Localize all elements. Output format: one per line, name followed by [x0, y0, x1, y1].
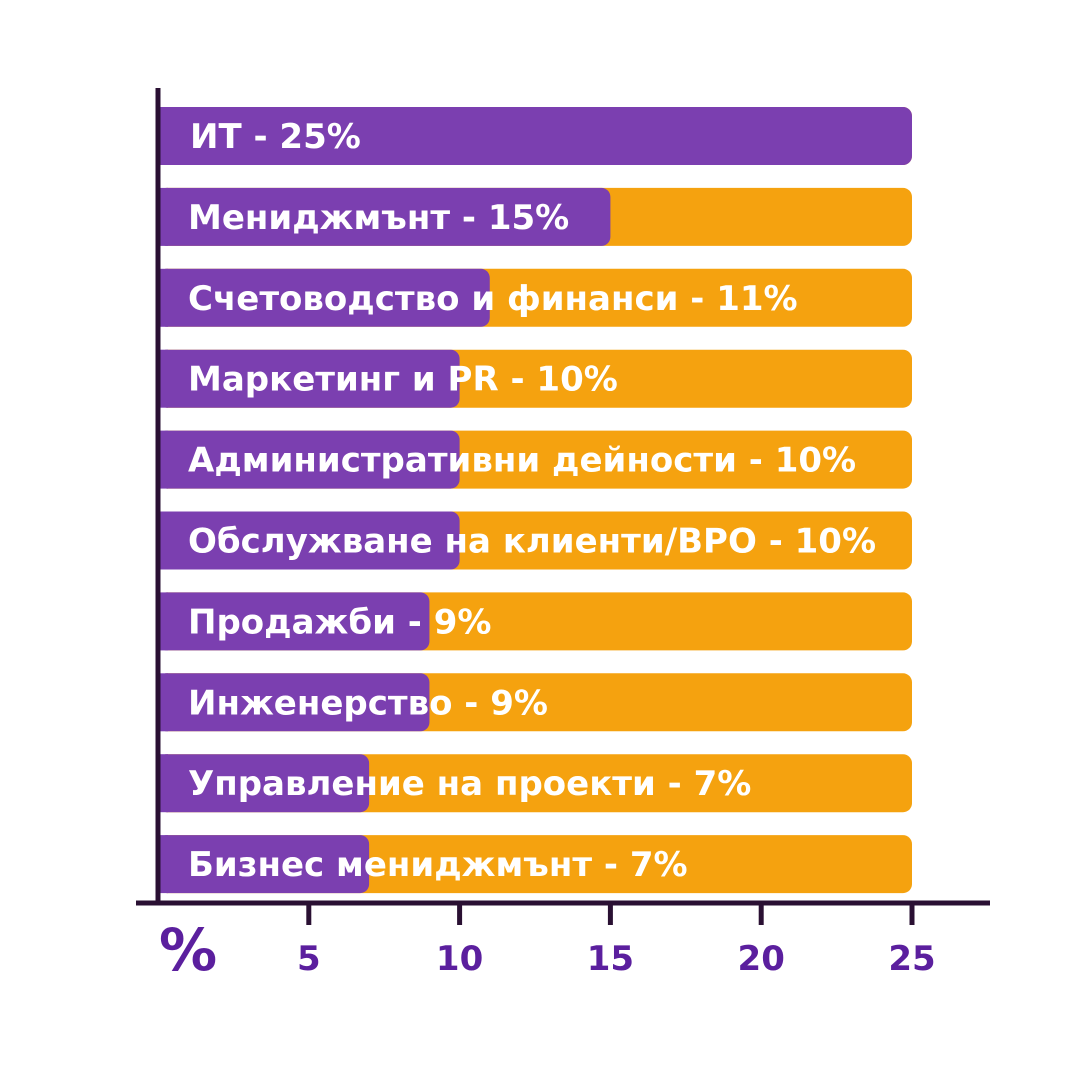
x-tick-label: 15 [587, 939, 634, 979]
bar [158, 430, 460, 489]
x-tick-label: 20 [738, 939, 785, 979]
x-axis-unit-label: % [159, 916, 217, 984]
bar-left-cap [158, 592, 168, 651]
bar-label: Обслужване на клиенти/BPO - 10% [188, 522, 876, 562]
x-tick-label: 10 [436, 939, 483, 979]
bar-left-cap [158, 511, 168, 570]
bar-left-cap [158, 754, 168, 813]
bar [158, 592, 430, 651]
bar-label: Продажби - 9% [188, 602, 491, 642]
bar-layer [158, 107, 912, 894]
bar [158, 511, 460, 570]
x-tick-label: 25 [888, 939, 935, 979]
bar-label: Инженерство - 9% [188, 683, 548, 723]
bar-label: Мениджмънт - 15% [188, 198, 569, 238]
bar-label: Счетоводство и финанси - 11% [188, 279, 798, 319]
x-tick-layer: 5 10 15 20 25 [297, 903, 936, 979]
bar-label-layer: ИТ - 25% Мениджмънт - 15% Счетоводство и ф… [188, 117, 876, 885]
bar-left-cap [158, 107, 168, 165]
bar [158, 835, 370, 894]
bar-left-cap [158, 349, 168, 408]
bar [158, 107, 912, 165]
bar [158, 673, 430, 732]
bar-left-cap [158, 187, 168, 246]
bar-left-cap [158, 268, 168, 327]
bar [158, 349, 460, 408]
bar-label: Административни дейности - 10% [188, 441, 856, 481]
bar-left-cap [158, 673, 168, 732]
bar-left-cap [158, 430, 168, 489]
bar-label: Управление на проекти - 7% [188, 764, 751, 804]
bar-label: Маркетинг и PR - 10% [188, 360, 618, 400]
bar-label: ИТ - 25% [190, 117, 361, 157]
bar-label: Бизнес мениджмънт - 7% [188, 845, 688, 885]
bar [158, 187, 611, 246]
bar [158, 268, 490, 327]
bar [158, 754, 370, 813]
x-tick-label: 5 [297, 939, 321, 979]
bar-left-cap [158, 835, 168, 894]
